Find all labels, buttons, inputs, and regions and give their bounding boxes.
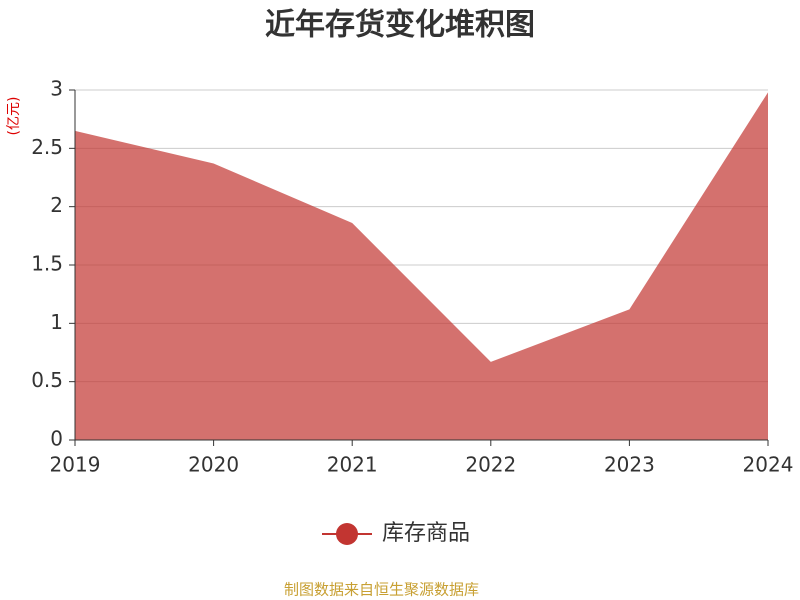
x-tick-label: 2020 <box>188 453 239 477</box>
chart-title: 近年存货变化堆积图 <box>265 8 535 43</box>
x-tick-label: 2022 <box>465 453 516 477</box>
y-tick-label: 0 <box>50 427 63 451</box>
y-tick-label: 3 <box>50 77 63 101</box>
y-tick-label: 2 <box>50 193 63 217</box>
y-unit: (亿元) <box>6 97 22 136</box>
x-tick-label: 2023 <box>604 453 655 477</box>
x-tick-label: 2021 <box>327 453 378 477</box>
y-tick-label: 1.5 <box>31 252 63 276</box>
legend-label: 库存商品 <box>382 521 470 546</box>
legend-marker <box>336 523 358 545</box>
x-tick-label: 2019 <box>50 453 101 477</box>
area <box>75 92 768 440</box>
y-tick-label: 2.5 <box>31 135 63 159</box>
x-tick-label: 2024 <box>743 453 794 477</box>
y-tick-label: 1 <box>50 310 63 334</box>
source-note: 制图数据来自恒生聚源数据库 <box>284 581 479 599</box>
y-tick-label: 0.5 <box>31 368 63 392</box>
